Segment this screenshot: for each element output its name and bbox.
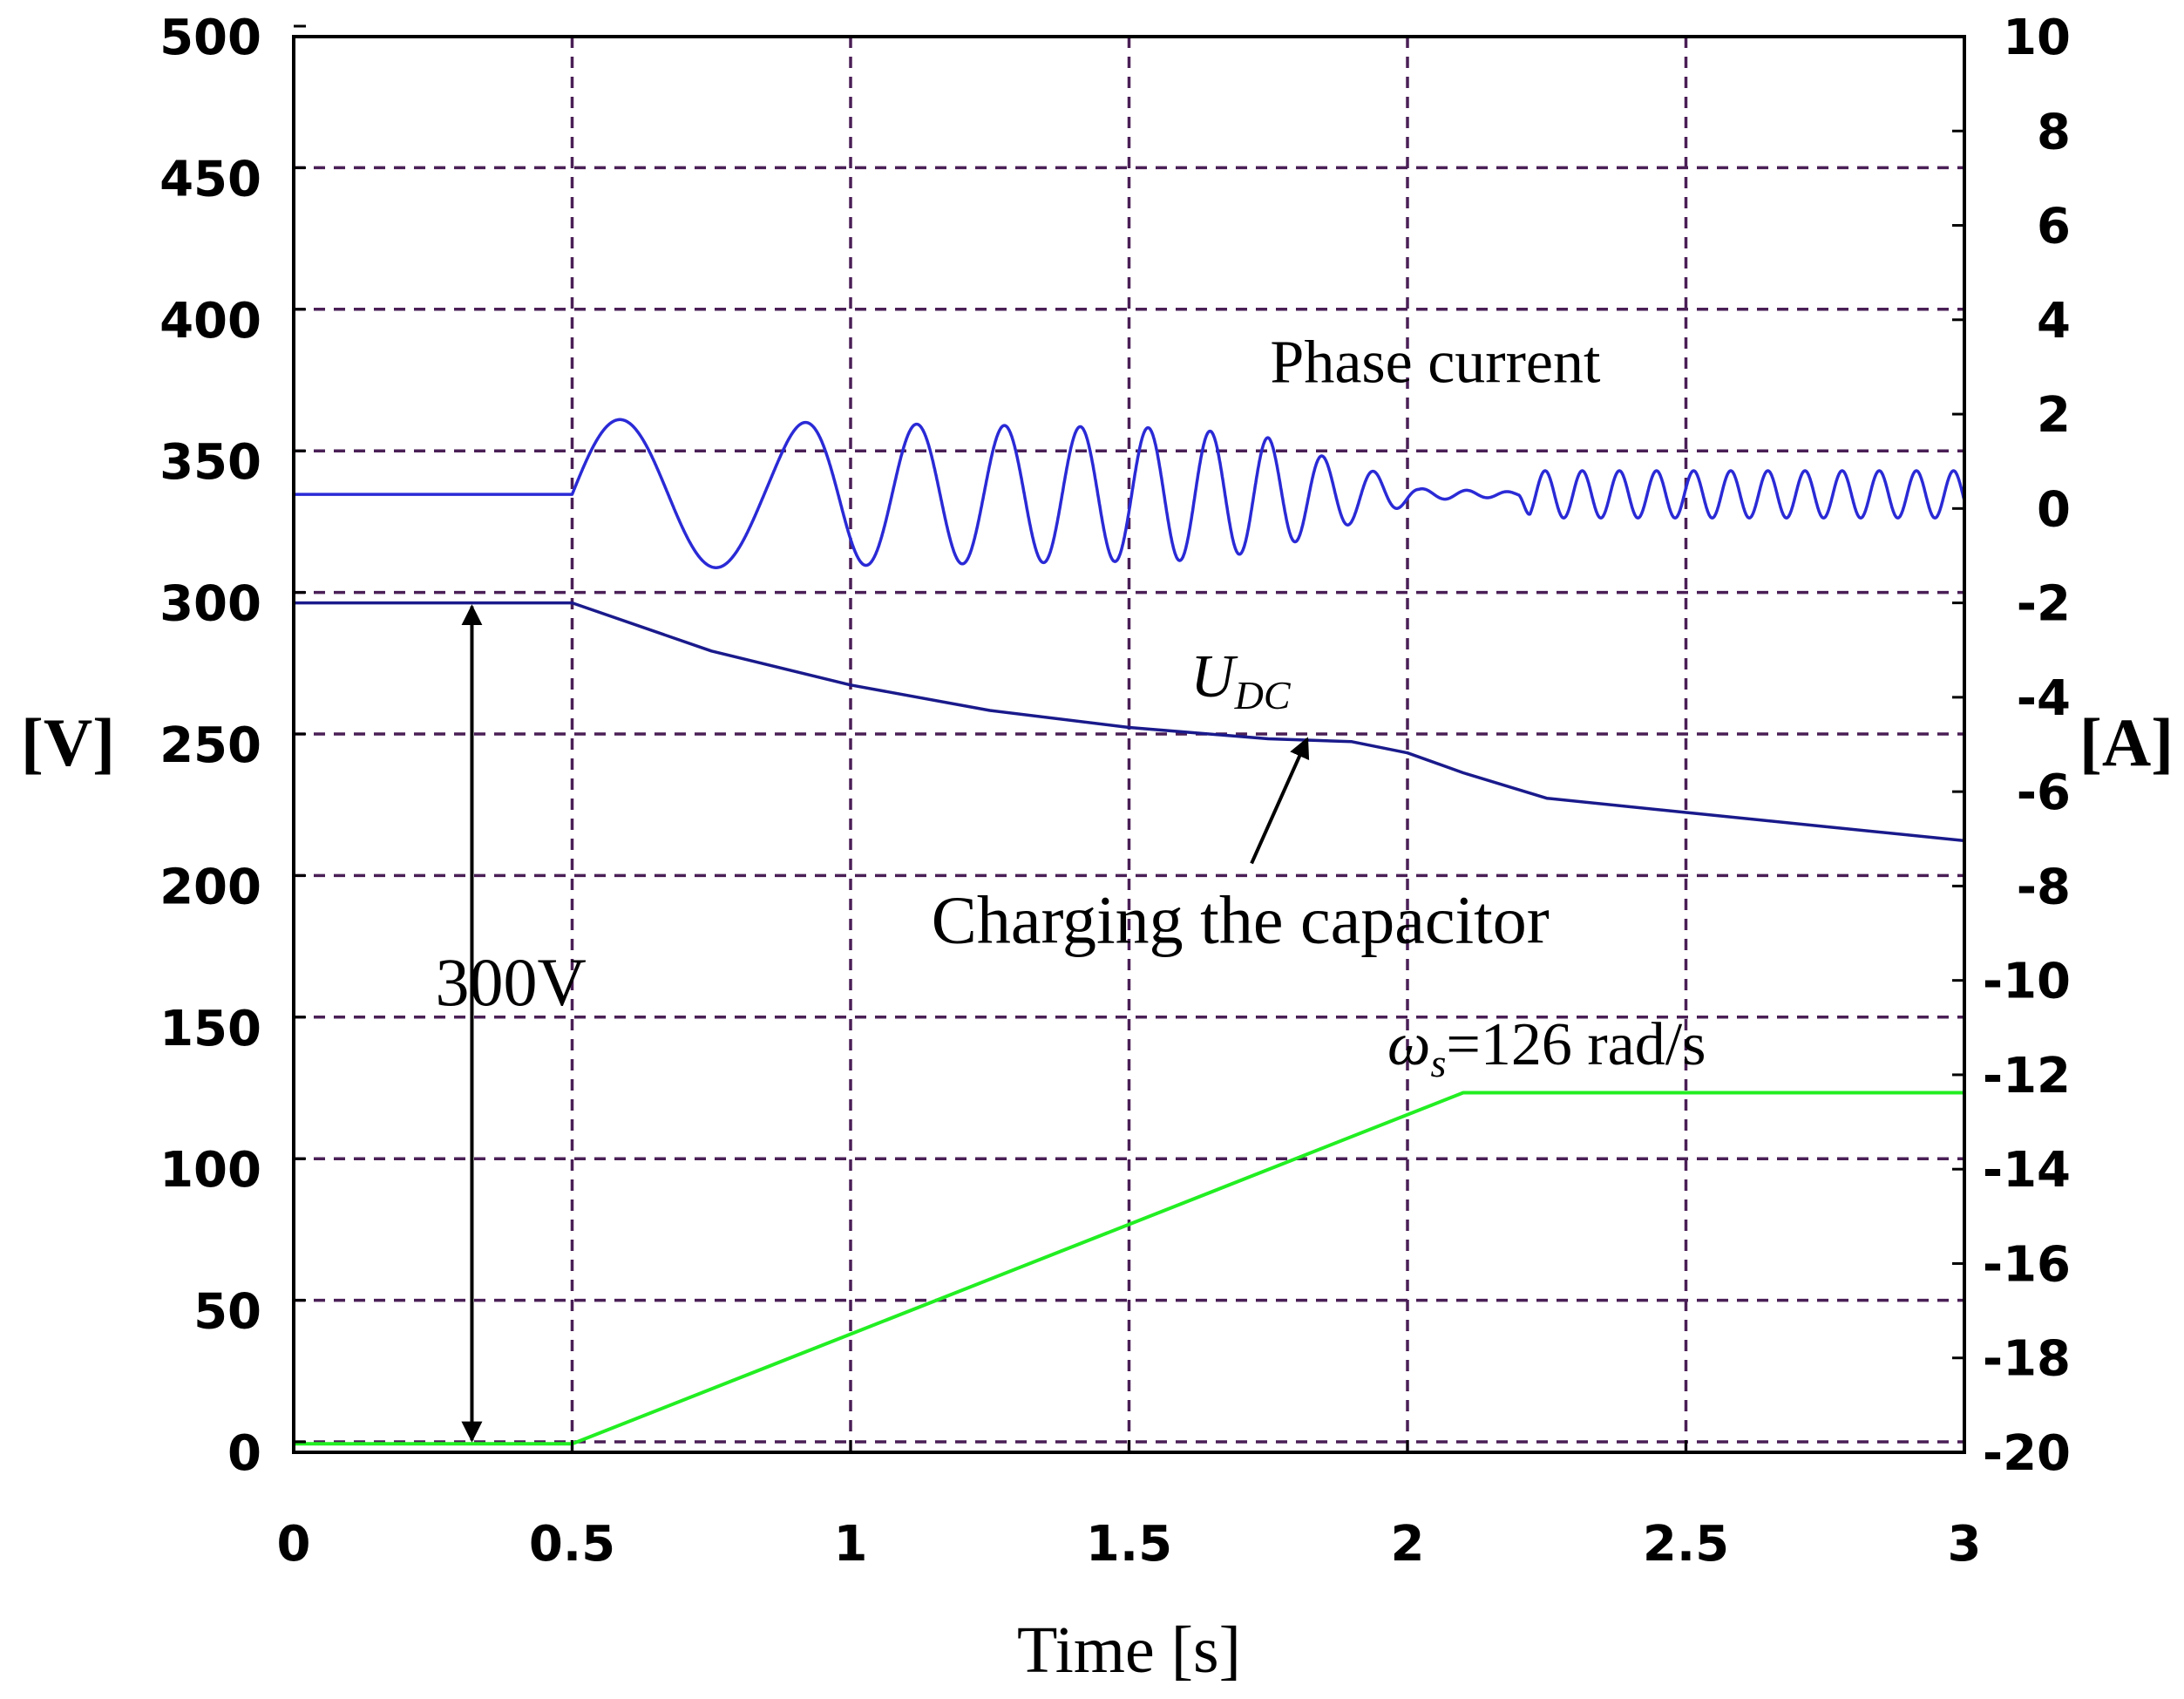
annotations: Phase current UDC Charging the capacitor 30…: [436, 329, 1706, 1443]
y-left-tick-label: 400: [159, 293, 261, 350]
y-axis-right-label: [A]: [2079, 704, 2174, 780]
y-left-tick-label: 100: [159, 1142, 261, 1199]
y-left-tick-label: 350: [159, 434, 261, 491]
y-right-tick-label: -6: [2017, 765, 2071, 821]
y-left-tick-label: 450: [159, 151, 261, 207]
x-tick-label: 3: [1948, 1516, 1982, 1573]
y-right-tick-label: -16: [1983, 1236, 2071, 1293]
y-left-tick-label: 250: [159, 717, 261, 774]
x-tick-label: 2.5: [1643, 1516, 1729, 1573]
y-right-tick-label: 2: [2037, 387, 2071, 444]
x-tick-label: 2: [1391, 1516, 1425, 1573]
y-right-tick-label: -4: [2017, 670, 2071, 727]
series-layer: [294, 418, 1966, 1446]
x-tick-label: 1.5: [1086, 1516, 1172, 1573]
y-right-tick-label: 4: [2037, 293, 2071, 350]
annotation-phase: Phase current: [1270, 329, 1601, 396]
y-right-tick-label: -14: [1983, 1142, 2071, 1199]
y-right-tick-label: -2: [2017, 576, 2071, 633]
y-right-tick-label: 0: [2037, 481, 2071, 538]
x-tick-label: 0.5: [529, 1516, 615, 1573]
y-left-tick-label: 150: [159, 1001, 261, 1057]
y-left-tick-label: 200: [159, 859, 261, 915]
y-right-tick-label: -8: [2017, 859, 2071, 915]
y-left-tick-label: 0: [227, 1425, 261, 1482]
annotation-charging: Charging the capacitor: [932, 881, 1550, 957]
y-left-tick-label: 300: [159, 576, 261, 633]
ticks: 0 0.5 1 1.5 2 2.5 3050100150200250300350400450…: [159, 10, 2071, 1573]
y-left-tick-label: 50: [193, 1284, 261, 1341]
annotation-omega: ωs=126 rad/s: [1387, 1011, 1706, 1085]
y-left-tick-label: 500: [159, 10, 261, 66]
y-right-tick-label: -18: [1983, 1331, 2071, 1388]
y-right-tick-label: -12: [1983, 1048, 2071, 1104]
series-u-dc: [294, 601, 1965, 843]
x-tick-label: 1: [834, 1516, 868, 1573]
y-right-tick-label: 6: [2037, 199, 2071, 255]
annotation-v300: 300V: [436, 944, 587, 1020]
series-omega-s: [294, 1091, 1964, 1446]
annotation-udc: UDC: [1190, 643, 1292, 717]
charging-arrow: [1250, 737, 1310, 865]
y-right-tick-label: -10: [1983, 954, 2071, 1010]
series-phase-current: [294, 418, 1966, 569]
y-right-tick-label: -20: [1983, 1425, 2071, 1482]
grid: [294, 37, 1964, 1452]
y-right-tick-label: 10: [2003, 10, 2071, 66]
y-right-tick-label: 8: [2037, 104, 2071, 160]
y-axis-left-label: [V]: [21, 704, 115, 780]
x-tick-label: 0: [277, 1516, 311, 1573]
x-axis-label: Time [s]: [1017, 1614, 1241, 1687]
